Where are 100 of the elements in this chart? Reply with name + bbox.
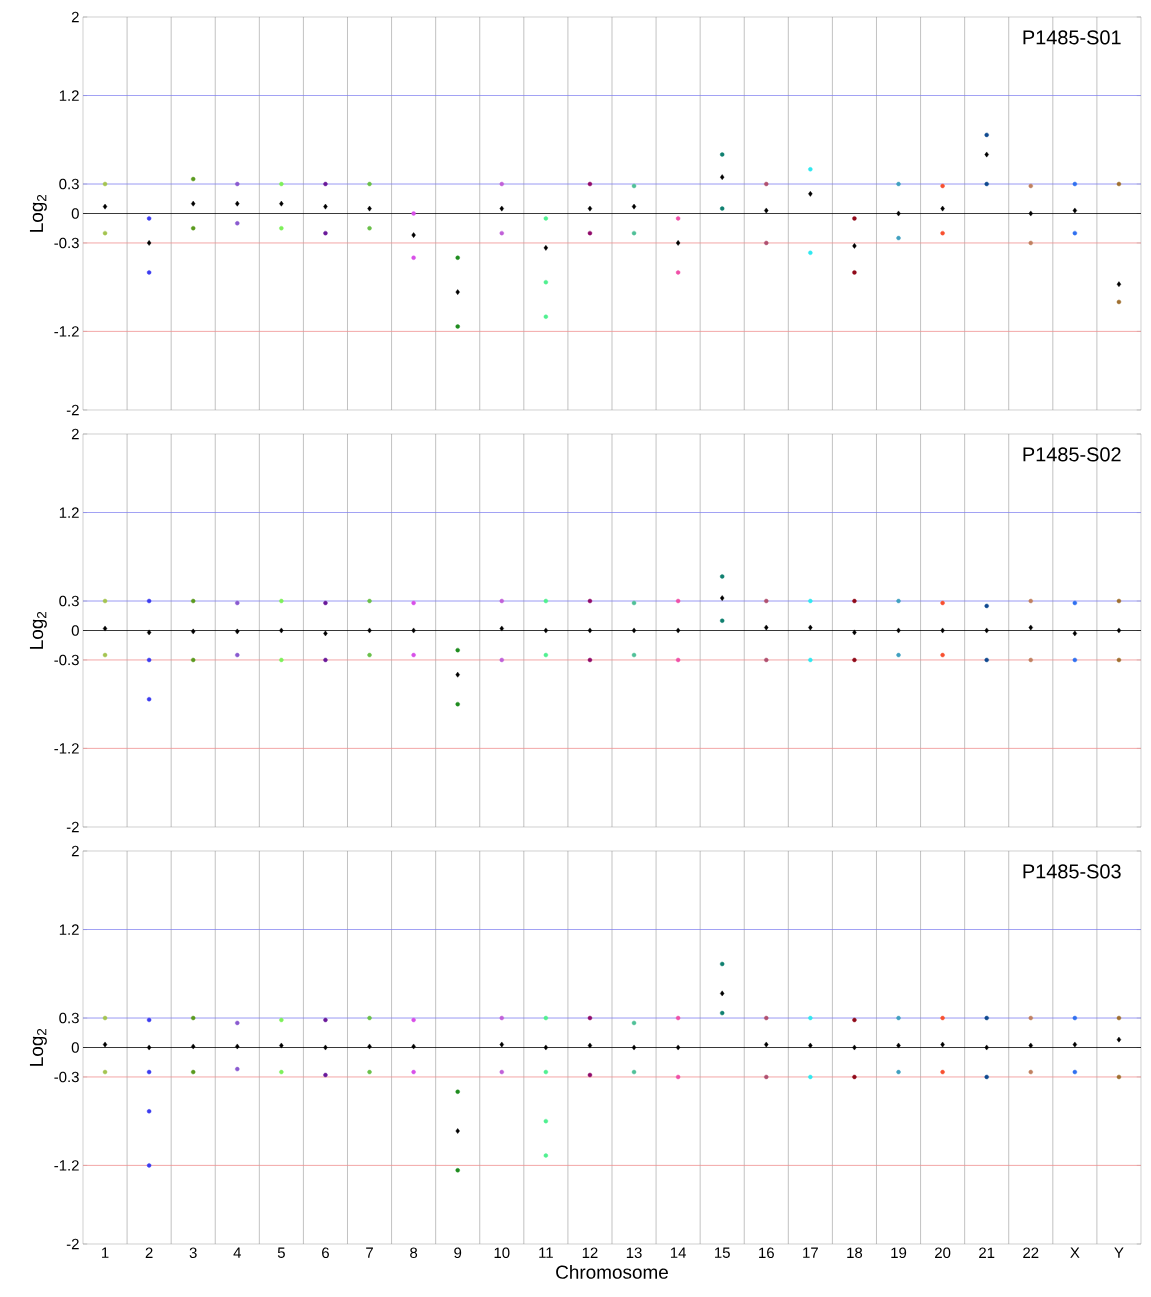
y-tick-label: -0.3 (54, 1071, 79, 1083)
point (543, 627, 549, 634)
point (940, 627, 945, 634)
x-tick-label: 5 (277, 1247, 285, 1258)
point (631, 1044, 637, 1051)
point (631, 627, 637, 634)
point (191, 200, 196, 207)
point (543, 314, 549, 319)
point (146, 697, 152, 702)
x-tick-label: 16 (759, 1247, 774, 1259)
x-tick-label: 11 (539, 1247, 553, 1258)
point (808, 191, 813, 197)
point (896, 210, 901, 217)
point (1116, 1036, 1122, 1043)
point (1028, 624, 1033, 631)
x-tick-label: 7 (366, 1247, 373, 1258)
y-tick-label: 0.3 (59, 1012, 79, 1024)
point (323, 630, 328, 637)
point (499, 625, 504, 632)
x-tick-label: 3 (189, 1247, 197, 1259)
point (764, 1041, 769, 1048)
y-tick-label: -1.2 (54, 743, 79, 754)
point (455, 289, 460, 295)
point (146, 240, 152, 246)
point (631, 203, 637, 210)
point (764, 207, 769, 214)
point (543, 245, 549, 251)
point (587, 1042, 593, 1049)
x-tick-label: 18 (847, 1247, 863, 1259)
point (675, 1044, 681, 1051)
point (852, 629, 857, 636)
point (1116, 281, 1122, 288)
point (323, 203, 328, 210)
point (411, 627, 416, 634)
x-tick-label: 17 (803, 1247, 818, 1258)
point (984, 627, 989, 634)
x-tick-label: 21 (979, 1247, 995, 1258)
y-tick-label: 2 (71, 845, 79, 857)
point (279, 1042, 284, 1049)
y-axis-title: Log$_{2}$ (29, 1028, 47, 1066)
point (323, 1044, 328, 1051)
x-tick-label: 10 (494, 1247, 510, 1259)
point (896, 1042, 901, 1049)
point (279, 627, 284, 634)
y-tick-label: 0 (71, 1042, 79, 1053)
point (455, 1128, 460, 1134)
point (764, 624, 769, 631)
point (1028, 1042, 1033, 1049)
point (191, 628, 196, 635)
point (1072, 207, 1078, 214)
point (191, 1043, 196, 1050)
point (587, 627, 593, 634)
x-tick-label: 14 (670, 1247, 686, 1258)
point (499, 205, 504, 212)
x-tick-label: 4 (233, 1247, 242, 1258)
point (235, 628, 240, 635)
point (102, 203, 108, 210)
text: P1485-S02 (1023, 447, 1121, 462)
point (367, 205, 372, 212)
point (411, 232, 416, 238)
point (896, 627, 901, 634)
point (367, 627, 372, 634)
point (808, 624, 813, 631)
point (1072, 1041, 1078, 1048)
point (367, 1043, 372, 1050)
point (1116, 627, 1122, 634)
y-tick-label: 0 (71, 625, 79, 636)
y-tick-label: -0.3 (54, 654, 79, 666)
point (102, 625, 108, 632)
point (720, 174, 725, 180)
x-tick-label: 1 (102, 1247, 109, 1258)
y-axis-title: Log$_{2}$ (29, 611, 47, 649)
x-tick-label: 19 (891, 1247, 907, 1259)
point (455, 671, 460, 678)
y-tick-label: -2 (66, 404, 79, 416)
text: P1485-S03 (1023, 864, 1121, 879)
y-tick-label: 0 (71, 208, 79, 219)
point (1028, 210, 1033, 217)
point (808, 1042, 813, 1049)
x-tick-label: X (1070, 1247, 1080, 1258)
point (235, 200, 240, 207)
point (984, 1044, 989, 1051)
text: P1485-S01 (1023, 30, 1121, 45)
x-tick-label: 2 (145, 1247, 153, 1258)
y-tick-label: -2 (66, 821, 79, 833)
x-tick-label: 15 (715, 1247, 730, 1258)
point (102, 1041, 108, 1048)
point (940, 1041, 945, 1048)
point (146, 629, 152, 636)
point (587, 205, 593, 212)
x-tick-label: 8 (410, 1247, 418, 1259)
y-tick-label: 1.2 (59, 924, 79, 935)
point (146, 1044, 152, 1051)
point (1072, 630, 1078, 637)
y-tick-label: 0.3 (59, 595, 79, 607)
point (720, 595, 725, 601)
y-axis-title: Log$_{2}$ (29, 194, 47, 232)
point (720, 990, 725, 997)
point (852, 243, 857, 249)
point (499, 1041, 504, 1048)
